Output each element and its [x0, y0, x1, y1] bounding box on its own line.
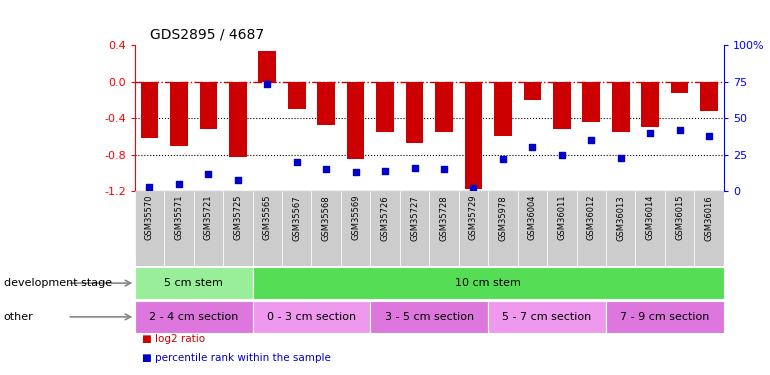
Bar [464, 81, 482, 189]
Bar [406, 81, 424, 143]
Bar [341, 191, 370, 266]
Bar [582, 81, 600, 122]
Bar [641, 81, 659, 127]
Bar [459, 191, 488, 266]
Bar [524, 81, 541, 100]
Point [379, 168, 391, 174]
Bar [606, 301, 724, 333]
Point [585, 137, 598, 143]
Text: GSM36011: GSM36011 [557, 195, 566, 240]
Point [674, 127, 686, 133]
Text: GSM36004: GSM36004 [528, 195, 537, 240]
Bar [199, 81, 217, 129]
Bar [135, 191, 164, 266]
Bar [282, 191, 311, 266]
Text: GSM35565: GSM35565 [263, 195, 272, 240]
Text: 3 - 5 cm section: 3 - 5 cm section [385, 312, 474, 322]
Text: GSM36016: GSM36016 [705, 195, 714, 241]
Bar [311, 191, 341, 266]
Bar [665, 191, 695, 266]
Text: 5 - 7 cm section: 5 - 7 cm section [503, 312, 591, 322]
Bar [135, 267, 253, 299]
Text: 7 - 9 cm section: 7 - 9 cm section [620, 312, 710, 322]
Bar [288, 81, 306, 109]
Bar [370, 301, 488, 333]
Text: ■ percentile rank within the sample: ■ percentile rank within the sample [142, 353, 331, 363]
Text: GSM35729: GSM35729 [469, 195, 478, 240]
Bar [494, 81, 512, 136]
Point [408, 165, 420, 171]
Bar [253, 301, 370, 333]
Bar [400, 191, 430, 266]
Point [526, 144, 538, 150]
Point [614, 154, 627, 160]
Bar [612, 81, 630, 132]
Text: ■ log2 ratio: ■ log2 ratio [142, 334, 206, 344]
Bar [700, 81, 718, 111]
Point [556, 152, 568, 157]
Bar [229, 81, 246, 156]
Bar [547, 191, 577, 266]
Text: GSM35570: GSM35570 [145, 195, 154, 240]
Text: 5 cm stem: 5 cm stem [164, 278, 223, 288]
Bar [370, 191, 400, 266]
Text: GSM35721: GSM35721 [204, 195, 213, 240]
Bar [671, 81, 688, 93]
Point [203, 171, 215, 177]
Point [290, 159, 303, 165]
Text: GSM35568: GSM35568 [322, 195, 330, 241]
Bar [517, 191, 547, 266]
Bar [223, 191, 253, 266]
Bar [695, 191, 724, 266]
Text: GSM35727: GSM35727 [410, 195, 419, 241]
Point [703, 133, 715, 139]
Text: GSM35569: GSM35569 [351, 195, 360, 240]
Text: other: other [4, 312, 34, 322]
Text: development stage: development stage [4, 278, 112, 288]
Point [232, 177, 244, 183]
Point [350, 169, 362, 175]
Point [644, 130, 656, 136]
Text: GSM36014: GSM36014 [646, 195, 654, 240]
Point [320, 166, 333, 172]
Text: GSM35571: GSM35571 [175, 195, 183, 240]
Text: GSM35726: GSM35726 [380, 195, 390, 241]
Bar [488, 301, 606, 333]
Point [467, 185, 480, 191]
Bar [259, 51, 276, 81]
Bar [435, 81, 453, 132]
Point [172, 181, 185, 187]
Bar [253, 191, 282, 266]
Text: GSM36015: GSM36015 [675, 195, 684, 240]
Point [497, 156, 509, 162]
Bar [253, 267, 724, 299]
Text: GSM36013: GSM36013 [616, 195, 625, 241]
Bar [194, 191, 223, 266]
Point [143, 184, 156, 190]
Point [261, 81, 273, 87]
Bar [141, 81, 159, 138]
Point [438, 166, 450, 172]
Bar [164, 191, 193, 266]
Text: GSM35728: GSM35728 [440, 195, 448, 241]
Bar [488, 191, 517, 266]
Bar [430, 191, 459, 266]
Bar [170, 81, 188, 146]
Bar [346, 81, 364, 159]
Bar [606, 191, 635, 266]
Bar [635, 191, 665, 266]
Text: GSM36012: GSM36012 [587, 195, 596, 240]
Text: GSM35567: GSM35567 [293, 195, 301, 241]
Text: GDS2895 / 4687: GDS2895 / 4687 [150, 27, 264, 41]
Text: GSM35978: GSM35978 [498, 195, 507, 241]
Text: 0 - 3 cm section: 0 - 3 cm section [267, 312, 356, 322]
Bar [577, 191, 606, 266]
Text: GSM35725: GSM35725 [233, 195, 243, 240]
Bar [317, 81, 335, 124]
Bar [377, 81, 394, 132]
Bar [135, 301, 253, 333]
Bar [553, 81, 571, 129]
Text: 2 - 4 cm section: 2 - 4 cm section [149, 312, 239, 322]
Text: 10 cm stem: 10 cm stem [455, 278, 521, 288]
